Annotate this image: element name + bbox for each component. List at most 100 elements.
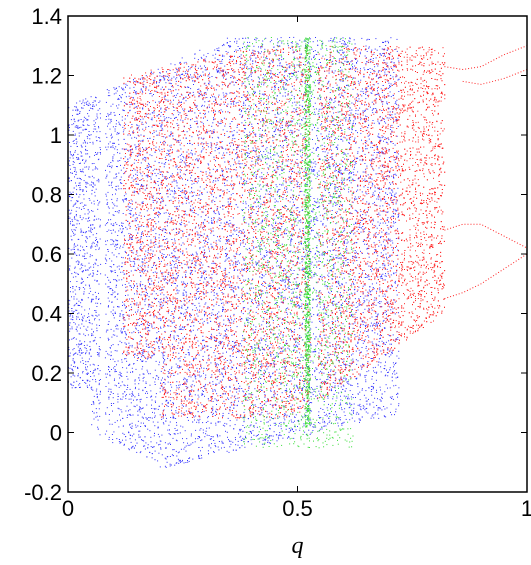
blue-point <box>297 235 299 237</box>
blue-point <box>355 110 357 112</box>
blue-point <box>78 177 80 179</box>
blue-point <box>122 109 124 111</box>
blue-point <box>113 87 115 89</box>
blue-point <box>386 369 387 371</box>
blue-point <box>77 366 78 368</box>
blue-point <box>303 425 305 427</box>
blue-point <box>133 363 135 365</box>
blue-point <box>253 380 255 382</box>
blue-point <box>214 57 216 59</box>
blue-point <box>333 240 335 242</box>
blue-point <box>84 166 86 168</box>
blue-point <box>265 148 267 150</box>
blue-point <box>312 374 313 376</box>
blue-point <box>350 314 352 316</box>
blue-point <box>338 58 340 60</box>
blue-point <box>174 310 176 312</box>
blue-point <box>151 126 153 128</box>
blue-point <box>88 176 90 178</box>
blue-point <box>86 380 88 382</box>
blue-point <box>179 195 181 196</box>
blue-point <box>142 118 144 120</box>
blue-point <box>156 442 158 444</box>
blue-point <box>350 95 351 97</box>
blue-point <box>315 273 317 275</box>
blue-point <box>201 439 203 441</box>
blue-point <box>342 323 344 325</box>
blue-point <box>232 350 234 352</box>
blue-point <box>210 291 212 293</box>
blue-point <box>141 201 143 203</box>
blue-point <box>314 127 315 129</box>
blue-point <box>177 125 179 127</box>
blue-point <box>324 329 326 330</box>
blue-point <box>229 142 230 144</box>
blue-point <box>273 154 274 156</box>
blue-point <box>142 108 144 110</box>
blue-point <box>92 141 94 143</box>
blue-point <box>253 324 255 326</box>
blue-point <box>241 230 243 232</box>
blue-point <box>362 91 364 93</box>
blue-point <box>160 440 162 442</box>
blue-point <box>163 409 165 411</box>
blue-point <box>294 130 296 132</box>
blue-point <box>82 371 84 372</box>
blue-point <box>315 150 317 151</box>
blue-point <box>240 242 242 244</box>
blue-point <box>164 383 166 385</box>
blue-point <box>161 352 163 354</box>
blue-point <box>90 290 92 292</box>
blue-point <box>146 345 148 347</box>
blue-point <box>85 241 87 243</box>
blue-point <box>253 91 255 93</box>
blue-point <box>154 315 156 317</box>
blue-point <box>201 318 203 320</box>
blue-point <box>332 87 334 88</box>
blue-point <box>108 398 110 400</box>
blue-point <box>163 337 165 339</box>
blue-point <box>283 75 285 77</box>
blue-point <box>282 279 284 281</box>
blue-point <box>141 354 143 356</box>
blue-point <box>186 198 188 200</box>
blue-point <box>130 402 132 404</box>
blue-point <box>293 288 295 290</box>
blue-point <box>159 75 161 77</box>
blue-point <box>291 121 293 123</box>
blue-point <box>354 198 356 199</box>
blue-point <box>181 57 183 59</box>
blue-point <box>196 253 198 255</box>
blue-point <box>127 414 128 416</box>
blue-point <box>328 357 330 359</box>
blue-point <box>69 300 71 302</box>
blue-point <box>93 219 95 221</box>
blue-point <box>372 120 374 121</box>
blue-point <box>359 352 361 354</box>
blue-point <box>301 305 303 307</box>
blue-point <box>314 388 316 390</box>
blue-point <box>345 118 347 120</box>
blue-point <box>225 99 227 101</box>
blue-point <box>314 50 316 52</box>
blue-point <box>186 114 188 116</box>
blue-point <box>371 182 373 184</box>
blue-point <box>246 108 248 110</box>
blue-point <box>197 394 199 396</box>
blue-point <box>127 353 129 355</box>
blue-point <box>225 78 227 80</box>
blue-point <box>231 395 233 397</box>
blue-point <box>267 184 268 186</box>
blue-point <box>169 188 170 190</box>
blue-point <box>127 160 129 162</box>
blue-point <box>267 436 269 438</box>
blue-point <box>96 327 98 329</box>
blue-point <box>341 358 343 360</box>
blue-point <box>224 405 225 407</box>
blue-point <box>242 437 244 439</box>
blue-point <box>318 390 320 392</box>
blue-point <box>118 98 120 100</box>
blue-point <box>112 156 114 158</box>
blue-point <box>274 85 276 87</box>
blue-point <box>360 119 362 121</box>
